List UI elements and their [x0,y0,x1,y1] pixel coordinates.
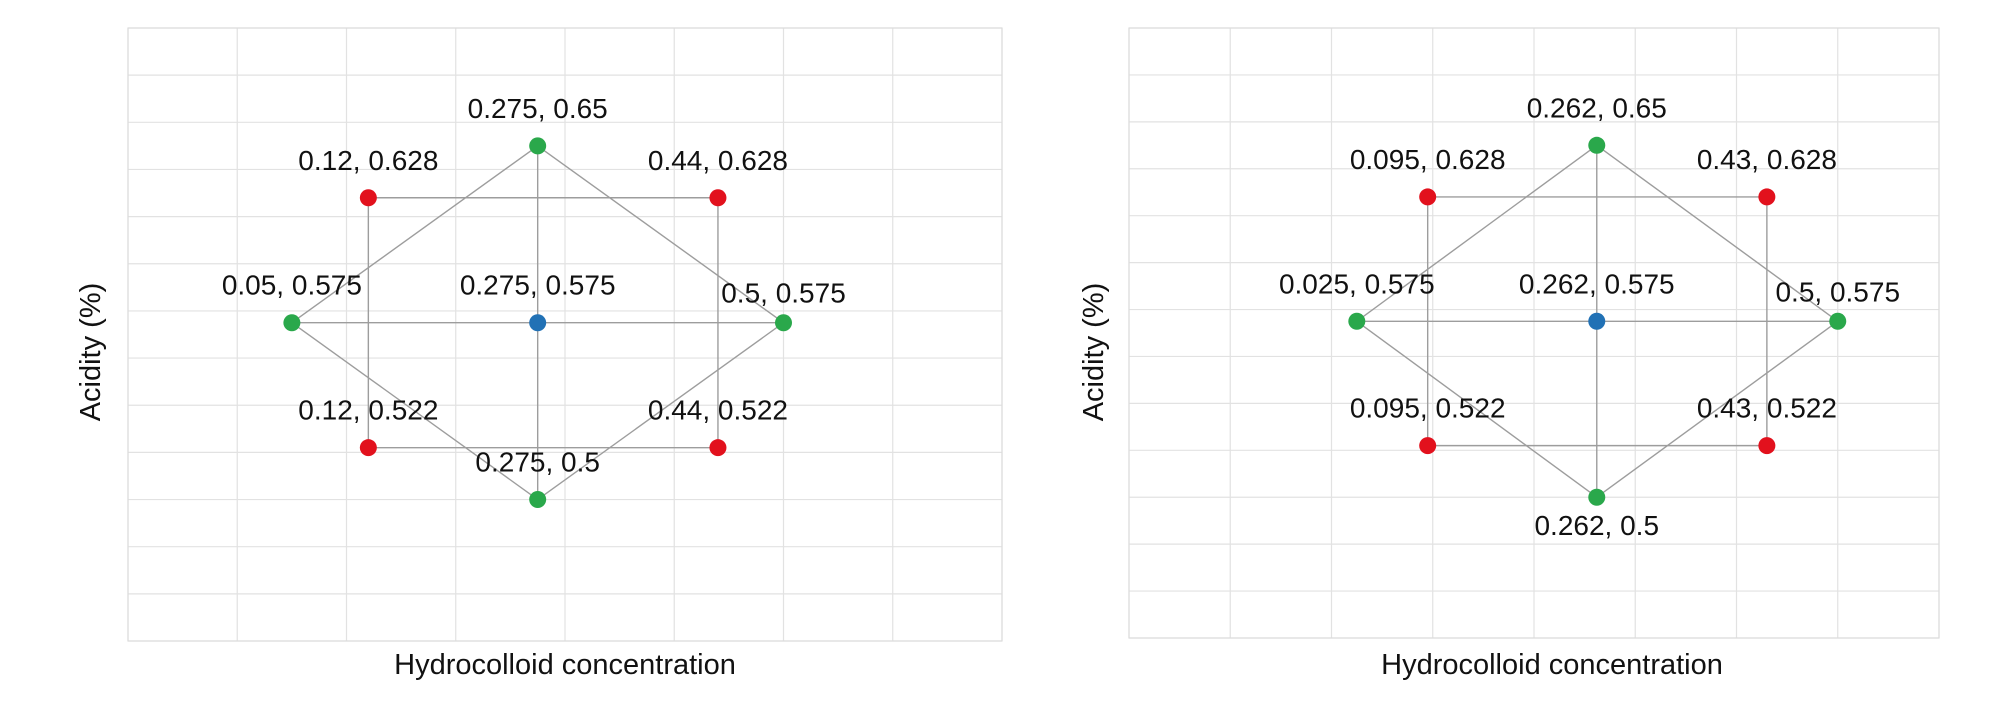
chart-right-points [1348,136,1847,506]
chart-left-data-point [709,189,727,207]
chart-right-axial-line [1596,320,1839,498]
chart-left-point-label: 0.275, 0.65 [468,93,608,124]
chart-left-data-point [359,439,377,457]
chart-right-point-label: 0.095, 0.522 [1350,393,1506,424]
chart-left-plot-frame [127,27,1003,642]
chart-right-connector-lines [1356,144,1839,498]
chart-left-point-label: 0.12, 0.628 [298,145,438,176]
chart-right-y-axis-title: Acidity (%) [1078,283,1110,422]
chart-left-point-label: 0.44, 0.522 [648,395,788,426]
chart-right-data-point [1758,437,1776,455]
chart-left-data-point [529,137,547,155]
chart-left-axial-line [537,145,784,324]
chart-left-axial-line [537,322,784,501]
chart-left-point-label: 0.12, 0.522 [298,395,438,426]
chart-right-point-labels: 0.095, 0.628 0.43, 0.628 0.095, 0.522 0.43,… [1279,92,1900,541]
chart-left-data-point [359,189,377,207]
chart-right-data-point [1758,188,1776,206]
chart-left-data-point [775,314,792,332]
chart-left-data-point [529,491,547,509]
chart-left-axial-line [291,322,539,501]
chart-right-data-point [1588,136,1606,154]
chart-right-axial-line [1356,320,1598,498]
chart-left-point-label: 0.275, 0.5 [475,447,600,478]
chart-right-data-point [1588,488,1606,506]
chart-left-data-point [529,314,547,332]
chart-right-point-label: 0.262, 0.5 [1534,510,1659,541]
chart-left-y-axis-title: Acidity (%) [75,283,107,422]
chart-left-data-point [709,439,727,457]
chart-right-point-label: 0.095, 0.628 [1350,144,1506,175]
chart-left-point-labels: 0.12, 0.628 0.44, 0.628 0.12, 0.522 0.44, 0… [222,93,846,478]
chart-left-points [283,137,792,509]
chart-right-data-point [1588,312,1606,330]
chart-right-data-point [1419,188,1437,206]
chart-right-data-point [1348,312,1366,330]
chart-right: 0.095, 0.628 0.43, 0.628 0.095, 0.522 0.43,… [1078,27,1940,681]
chart-left-point-label: 0.05, 0.575 [222,270,362,301]
chart-right-data-point [1419,437,1437,455]
chart-right-point-label: 0.262, 0.65 [1527,92,1667,123]
chart-left-axial-line [291,145,539,324]
chart-left: 0.12, 0.628 0.44, 0.628 0.12, 0.522 0.44, 0… [75,27,1003,681]
chart-left-x-axis-title: Hydrocolloid concentration [394,649,736,681]
chart-left-data-point [283,314,301,332]
chart-right-x-axis-title: Hydrocolloid concentration [1381,649,1723,681]
chart-left-point-label: 0.5, 0.575 [721,278,846,309]
chart-right-point-label: 0.262, 0.575 [1519,268,1675,299]
chart-right-point-label: 0.43, 0.522 [1697,393,1837,424]
chart-left-point-label: 0.44, 0.628 [648,145,788,176]
chart-right-data-point [1829,312,1847,330]
chart-left-connector-lines [291,145,784,501]
chart-left-point-label: 0.275, 0.575 [460,270,616,301]
chart-right-axial-line [1356,144,1598,322]
chart-right-point-label: 0.025, 0.575 [1279,268,1435,299]
chart-right-plot-frame [1128,27,1940,639]
chart-right-point-label: 0.5, 0.575 [1775,276,1900,307]
chart-right-point-label: 0.43, 0.628 [1697,144,1837,175]
chart-right-axial-line [1596,144,1839,322]
